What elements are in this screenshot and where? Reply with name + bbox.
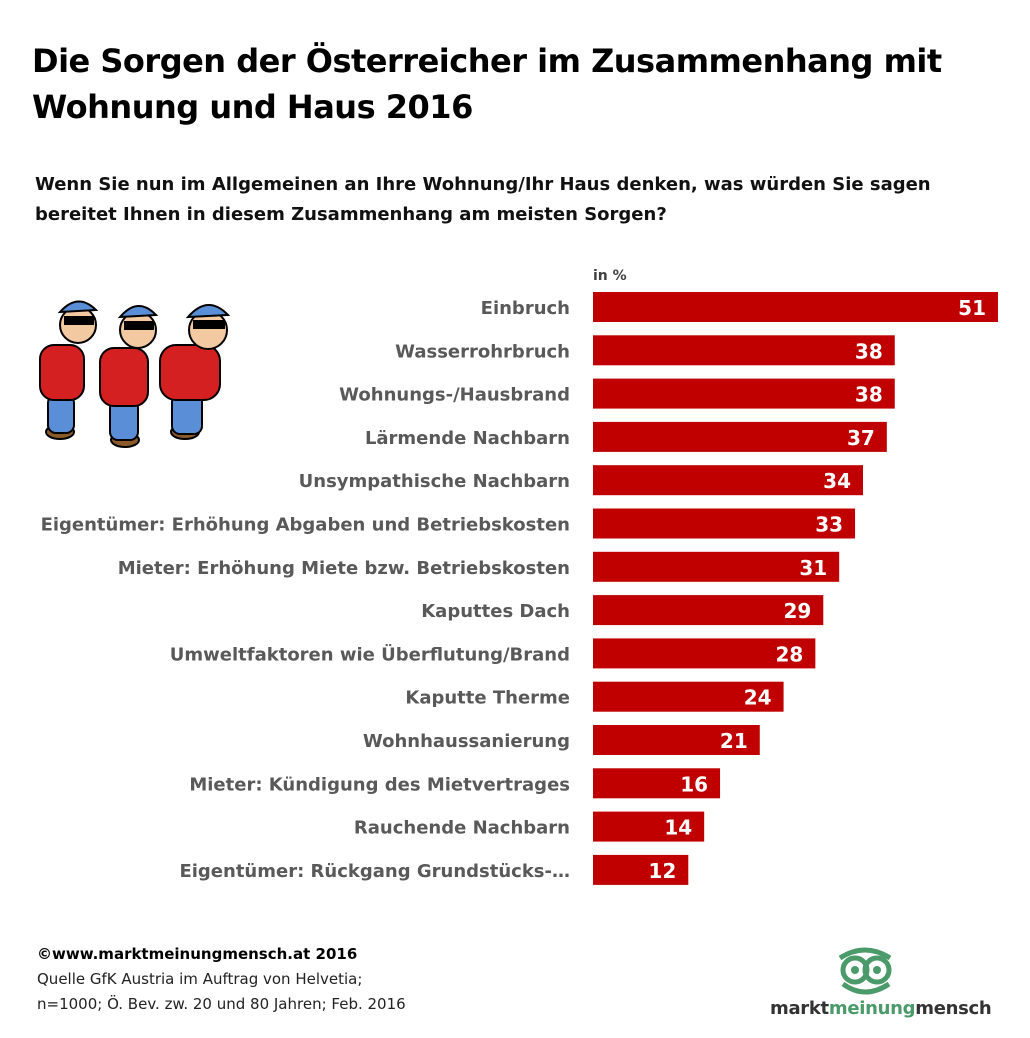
character-left: [39, 300, 99, 440]
brand-logo-part-1: markt: [770, 998, 829, 1019]
category-label-8: Umweltfaktoren wie Überflutung/Brand: [170, 643, 570, 665]
category-label-13: Eigentümer: Rückgang Grundstücks-…: [179, 861, 570, 882]
bar-4: [593, 465, 863, 496]
value-label-7: 29: [783, 599, 811, 623]
category-label-1: Wasserrohrbruch: [395, 341, 570, 362]
value-label-10: 21: [720, 729, 748, 753]
cartoon-characters-icon: [39, 300, 231, 448]
value-label-5: 33: [815, 513, 843, 537]
value-label-2: 38: [855, 383, 883, 407]
category-label-0: Einbruch: [481, 298, 570, 319]
category-label-7: Kaputtes Dach: [421, 601, 570, 622]
source-line-1: Quelle GfK Austria im Auftrag von Helvet…: [37, 970, 363, 988]
value-label-0: 51: [958, 296, 986, 320]
bar-chart: Einbruch 51 Wasserrohrbruch 38 Wohnungs-/Hau…: [41, 292, 998, 885]
value-label-6: 31: [799, 556, 827, 580]
brand-logo: marktmeinungmensch: [770, 998, 992, 1019]
character-right: [159, 304, 231, 440]
bar-7: [593, 595, 824, 626]
footer: ©www.marktmeinungmensch.at 2016 Quelle G…: [37, 942, 597, 1017]
category-label-2: Wohnungs-/Hausbrand: [339, 385, 570, 406]
category-label-6: Mieter: Erhöhung Miete bzw. Betriebskost…: [118, 558, 570, 579]
category-label-12: Rauchende Nachbarn: [354, 818, 570, 839]
survey-question-line-2: bereitet Ihnen in diesem Zusammenhang am…: [35, 204, 667, 225]
survey-question: Wenn Sie nun im Allgemeinen an Ihre Wohn…: [35, 170, 995, 230]
bar-11: [593, 768, 721, 799]
value-label-13: 12: [648, 859, 676, 883]
value-label-12: 14: [664, 816, 692, 840]
bar-5: [593, 508, 856, 539]
value-label-1: 38: [855, 339, 883, 363]
category-label-5: Eigentümer: Erhöhung Abgaben und Betrieb…: [41, 515, 570, 536]
category-label-10: Wohnhaussanierung: [363, 731, 570, 752]
bar-12: [593, 811, 705, 842]
bar-9: [593, 681, 784, 712]
bar-3: [593, 421, 887, 452]
value-label-11: 16: [680, 772, 708, 796]
value-label-9: 24: [744, 686, 772, 710]
bar-10: [593, 725, 760, 755]
category-label-9: Kaputte Therme: [405, 688, 570, 709]
value-label-3: 37: [847, 426, 875, 450]
survey-question-line-1: Wenn Sie nun im Allgemeinen an Ihre Wohn…: [35, 174, 931, 195]
copyright: ©www.marktmeinungmensch.at 2016: [37, 945, 358, 963]
value-label-8: 28: [776, 642, 804, 666]
value-label-4: 34: [823, 469, 851, 493]
bar-6: [593, 551, 840, 582]
character-middle: [99, 305, 159, 448]
category-label-3: Lärmende Nachbarn: [365, 428, 570, 449]
unit-label: in %: [593, 268, 627, 284]
category-label-4: Unsympathische Nachbarn: [299, 471, 570, 492]
category-label-11: Mieter: Kündigung des Mietvertrages: [189, 774, 570, 795]
bar-0: [593, 292, 998, 322]
bar-2: [593, 378, 895, 409]
chart-title-line-2: Wohnung und Haus 2016: [32, 88, 473, 126]
bar-1: [593, 335, 895, 366]
brand-logo-part-3: mensch: [915, 998, 992, 1019]
chart-title: Die Sorgen der Österreicher im Zusammenh…: [32, 38, 1012, 130]
brand-logo-part-2: meinung: [828, 998, 916, 1019]
source-line-2: n=1000; Ö. Bev. zw. 20 und 80 Jahren; Fe…: [37, 995, 406, 1013]
bar-8: [593, 638, 816, 669]
owl-icon: [838, 947, 892, 995]
bar-13: [593, 854, 689, 885]
chart-title-line-1: Die Sorgen der Österreicher im Zusammenh…: [32, 42, 942, 80]
